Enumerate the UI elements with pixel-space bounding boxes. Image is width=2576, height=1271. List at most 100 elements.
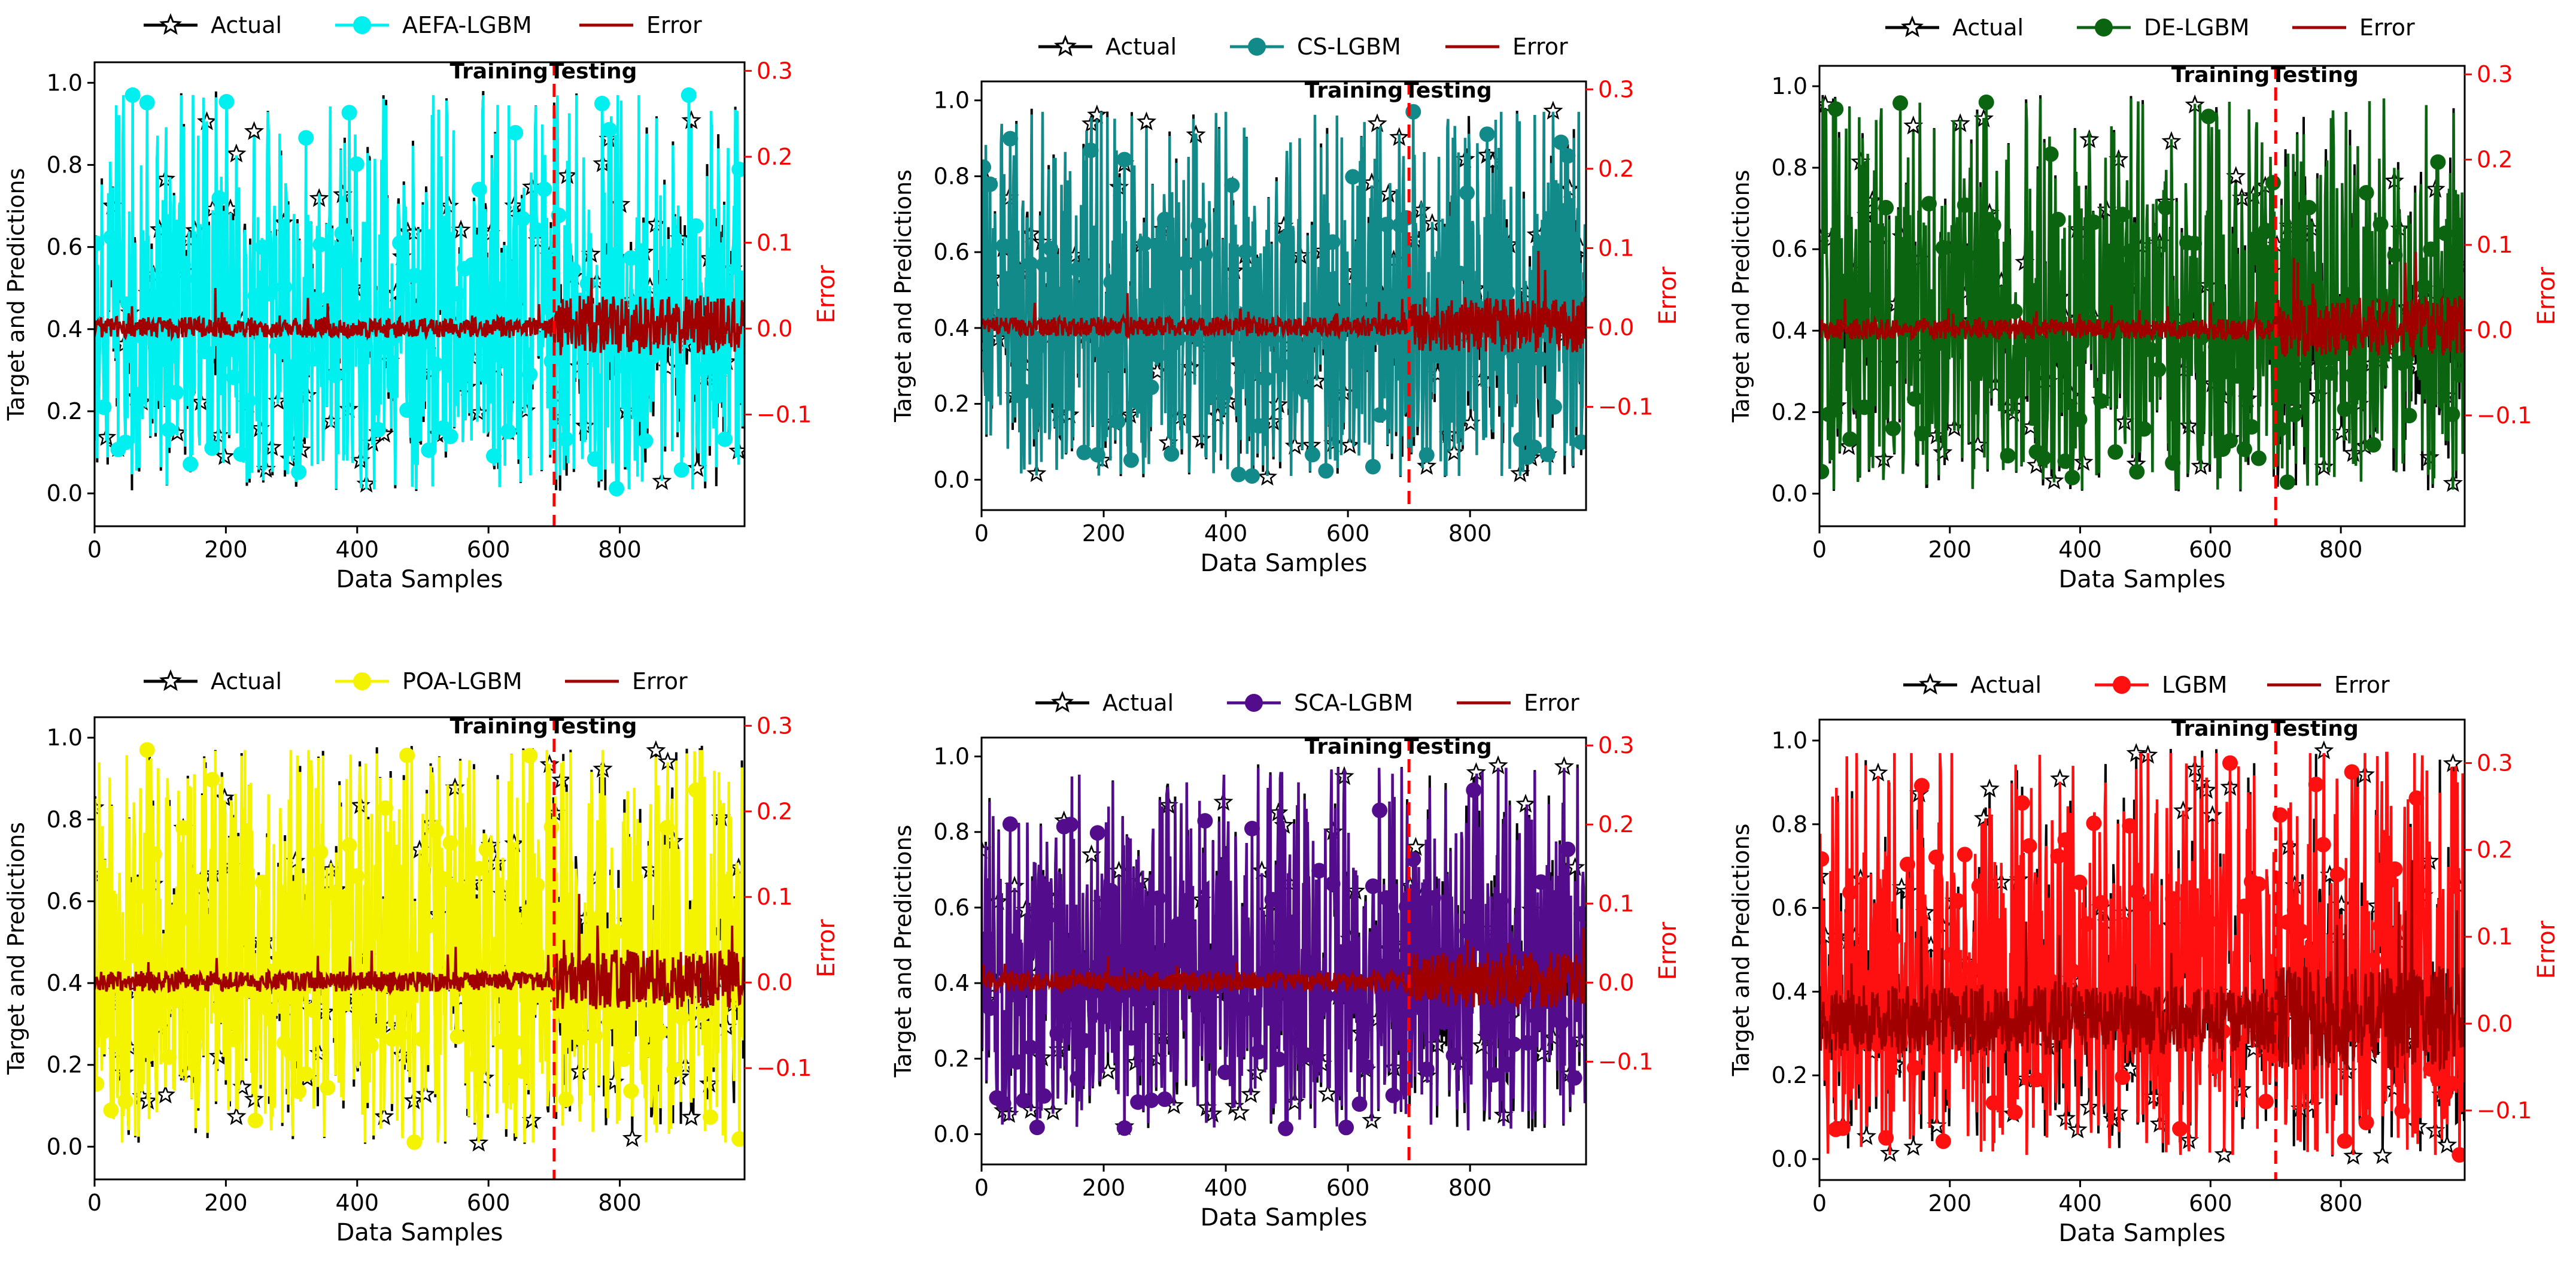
prediction-point-marker	[1271, 1051, 1287, 1067]
prediction-point-marker	[1372, 407, 1388, 423]
x-tick-label: 400	[1204, 520, 1248, 547]
prediction-point-marker	[247, 1112, 263, 1129]
y-tick-label: 0.4	[1772, 978, 1808, 1005]
legend-error-label: Error	[2334, 672, 2390, 698]
y-axis-label: Target and Predictions	[3, 822, 29, 1075]
x-tick-label: 600	[467, 536, 511, 563]
actual-point-marker	[1317, 1083, 1338, 1103]
prediction-point-marker	[1459, 923, 1475, 939]
y-tick-label: 0.2	[47, 398, 83, 424]
legend: Actual SCA-LGBM Error	[1035, 690, 1579, 716]
actual-point-marker	[681, 110, 701, 129]
x-tick-label: 0	[1812, 536, 1827, 563]
prediction-point-marker	[2107, 444, 2124, 460]
prediction-point-marker	[616, 358, 632, 374]
prediction-point-marker	[1978, 94, 1994, 110]
prediction-point-marker	[2301, 944, 2317, 960]
prediction-point-marker	[1284, 914, 1301, 930]
prediction-point-marker	[2258, 1093, 2274, 1109]
prediction-point-marker	[1520, 1035, 1536, 1051]
legend-prediction-label: AEFA-LGBM	[402, 12, 532, 38]
chart-panel-lgbm: Training Testing 0 200 400 600 800 0.0 0.2 0.4 0.6…	[1728, 672, 2560, 1247]
prediction-point-marker	[1237, 244, 1253, 260]
prediction-point-marker	[1076, 1033, 1092, 1049]
prediction-point-marker	[2387, 247, 2403, 263]
prediction-point-marker	[1231, 466, 1247, 483]
prediction-point-marker	[341, 837, 357, 853]
prediction-point-marker	[1928, 336, 1944, 353]
prediction-point-marker	[2208, 1058, 2224, 1074]
prediction-point-marker	[2057, 832, 2073, 848]
y2-tick-label: 0.1	[2477, 232, 2513, 258]
testing-annotation: Testing	[549, 714, 637, 739]
prediction-point-marker	[2086, 214, 2102, 230]
x-tick-label: 400	[1204, 1175, 1248, 1201]
prediction-point-marker	[1009, 283, 1025, 299]
prediction-point-marker	[1871, 223, 1887, 239]
prediction-point-marker	[428, 823, 444, 839]
legend-error-label: Error	[2359, 14, 2415, 41]
prediction-point-marker	[681, 87, 697, 103]
prediction-point-marker	[277, 279, 293, 295]
prediction-point-marker	[1957, 847, 1973, 863]
actual-point-marker	[646, 740, 666, 760]
prediction-point-marker	[673, 1009, 689, 1026]
prediction-point-marker	[1331, 988, 1347, 1004]
prediction-point-marker	[1479, 126, 1495, 142]
prediction-point-marker	[1913, 426, 1930, 442]
prediction-point-marker	[1546, 399, 1562, 415]
legend-actual-marker	[159, 669, 183, 691]
prediction-point-marker	[1298, 1047, 1314, 1063]
prediction-point-marker	[2423, 241, 2439, 257]
prediction-point-marker	[392, 1027, 408, 1044]
y-tick-label: 0.0	[47, 480, 83, 506]
actual-point-marker	[374, 1106, 394, 1126]
prediction-point-marker	[2115, 207, 2131, 223]
prediction-point-marker	[1372, 802, 1388, 818]
prediction-point-marker	[1257, 371, 1274, 387]
y2-tick-label: 0.3	[757, 712, 792, 739]
prediction-point-marker	[168, 384, 184, 401]
legend-actual-label: Actual	[1952, 14, 2024, 41]
legend-prediction-marker	[2095, 19, 2113, 37]
prediction-point-marker	[1110, 414, 1126, 430]
prediction-point-marker	[995, 238, 1011, 254]
prediction-point-marker	[529, 877, 545, 893]
legend: Actual CS-LGBM Error	[1038, 34, 1568, 60]
prediction-point-marker	[485, 950, 502, 966]
y-axis-label: Target and Predictions	[890, 825, 916, 1078]
prediction-point-marker	[1244, 468, 1260, 484]
prediction-point-marker	[341, 105, 357, 121]
actual-point-marker	[2126, 743, 2146, 762]
legend-prediction-marker	[1245, 694, 1263, 712]
prediction-point-marker	[1070, 1070, 1086, 1087]
prediction-point-marker	[1835, 1120, 1851, 1136]
prediction-point-marker	[2093, 393, 2109, 409]
prediction-point-marker	[298, 1066, 314, 1082]
prediction-point-marker	[1445, 1047, 1462, 1063]
prediction-point-marker	[1177, 954, 1193, 970]
prediction-point-marker	[320, 1079, 336, 1096]
y2-tick-label: 0.0	[757, 316, 792, 342]
plot-area	[982, 101, 1586, 486]
y-tick-label: 0.6	[934, 239, 970, 265]
prediction-point-marker	[190, 873, 206, 890]
y2-tick-label: 0.1	[757, 229, 792, 256]
prediction-point-marker	[2308, 776, 2324, 793]
prediction-point-marker	[493, 1033, 509, 1049]
y2-axis-label: Error	[1654, 266, 1682, 325]
y2-axis-label: Error	[813, 919, 840, 978]
prediction-point-marker	[2315, 350, 2331, 366]
prediction-point-marker	[695, 1005, 711, 1021]
prediction-point-marker	[1486, 1067, 1502, 1083]
y2-axis-label: Error	[813, 265, 840, 323]
prediction-point-marker	[2452, 1147, 2465, 1163]
prediction-point-marker	[139, 742, 155, 758]
prediction-point-marker	[702, 1109, 718, 1125]
prediction-point-marker	[2452, 367, 2465, 383]
prediction-point-marker	[1573, 434, 1586, 450]
prediction-point-marker	[1566, 1070, 1582, 1086]
prediction-point-marker	[1083, 986, 1099, 1002]
legend-actual-label: Actual	[211, 668, 282, 694]
prediction-point-marker	[2071, 411, 2088, 427]
